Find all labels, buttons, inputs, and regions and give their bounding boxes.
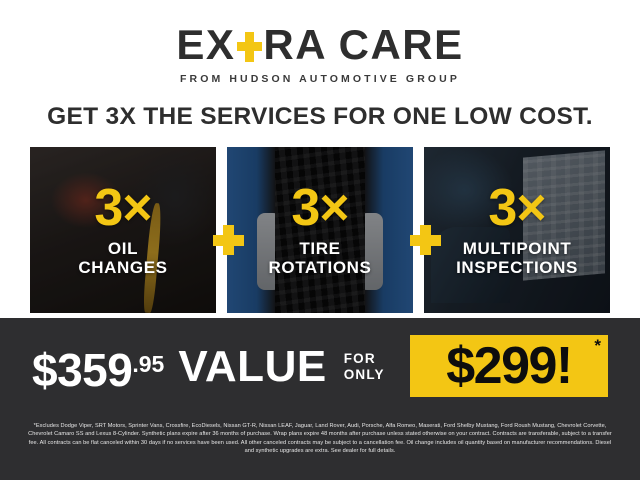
plus-icon [410, 225, 441, 255]
value-label: VALUE [178, 342, 327, 391]
brand-tagline: FROM HUDSON AUTOMOTIVE GROUP [180, 73, 460, 85]
logo-text-part2: RA CARE [263, 21, 464, 68]
service-multiplier: 3× [94, 179, 152, 237]
asterisk-marker: * [594, 336, 601, 355]
for-only-line2: ONLY [343, 367, 385, 382]
service-name-line1: OIL [107, 239, 139, 258]
service-panel-multipoint-inspections: 3× MULTIPOINT INSPECTIONS [424, 147, 610, 313]
service-name-line2: ROTATIONS [268, 258, 372, 277]
service-name-line1: MULTIPOINT [462, 239, 572, 258]
pricing-band: $359.95 VALUE FOR ONLY $299! * [0, 318, 640, 416]
value-cents: .95 [132, 351, 165, 377]
page-title: GET 3X THE SERVICES FOR ONE LOW COST. [47, 103, 593, 130]
for-only-line1: FOR [343, 351, 376, 366]
sale-price-badge: $299! * [410, 335, 608, 397]
service-name-line1: TIRE [299, 239, 341, 258]
plus-cross-icon [236, 32, 263, 62]
technician-diagnostics-photo [424, 147, 610, 313]
service-name-line2: CHANGES [78, 258, 168, 277]
plus-icon [213, 225, 244, 255]
panel-content: 3× OIL CHANGES [30, 147, 216, 313]
service-panel-oil-changes: 3× OIL CHANGES [30, 147, 216, 313]
sale-price-amount: $299! [446, 337, 573, 395]
service-panel-tire-rotations: 3× TIRE ROTATIONS [227, 147, 413, 313]
currency-symbol: $ [32, 344, 58, 396]
brand-logo: EX RA CARE FROM HUDSON AUTOMOTIVE GROUP [0, 22, 640, 86]
service-multiplier: 3× [488, 179, 546, 237]
panel-overlay [30, 147, 216, 313]
tire-tread-graphic [275, 147, 365, 313]
panel-overlay [227, 147, 413, 313]
technician-hand-graphic [431, 226, 510, 304]
service-panel-row: 3× OIL CHANGES 3× TIRE ROTATIONS [30, 147, 610, 313]
service-multiplier: 3× [291, 179, 349, 237]
oil-pouring-photo [30, 147, 216, 313]
panel-content: 3× TIRE ROTATIONS [227, 147, 413, 313]
mechanic-holding-tire-photo [227, 147, 413, 313]
panel-overlay [424, 147, 610, 313]
value-dollars: 359 [57, 344, 133, 396]
pricing-value-group: $359.95 VALUE FOR ONLY [0, 318, 640, 416]
logo-wordmark: EX RA CARE [0, 22, 640, 68]
service-name: TIRE ROTATIONS [269, 239, 372, 277]
legal-disclaimer: *Excludes Dodge Viper, SRT Motors, Sprin… [0, 416, 640, 480]
service-name: MULTIPOINT INSPECTIONS [456, 239, 578, 277]
panel-content: 3× MULTIPOINT INSPECTIONS [424, 147, 610, 313]
logo-text-part1: EX [176, 21, 236, 68]
service-name: OIL CHANGES [78, 239, 167, 277]
original-value-amount: $359.95 [32, 341, 164, 393]
for-only-label: FOR ONLY [344, 351, 385, 383]
service-name-line2: INSPECTIONS [456, 258, 578, 277]
